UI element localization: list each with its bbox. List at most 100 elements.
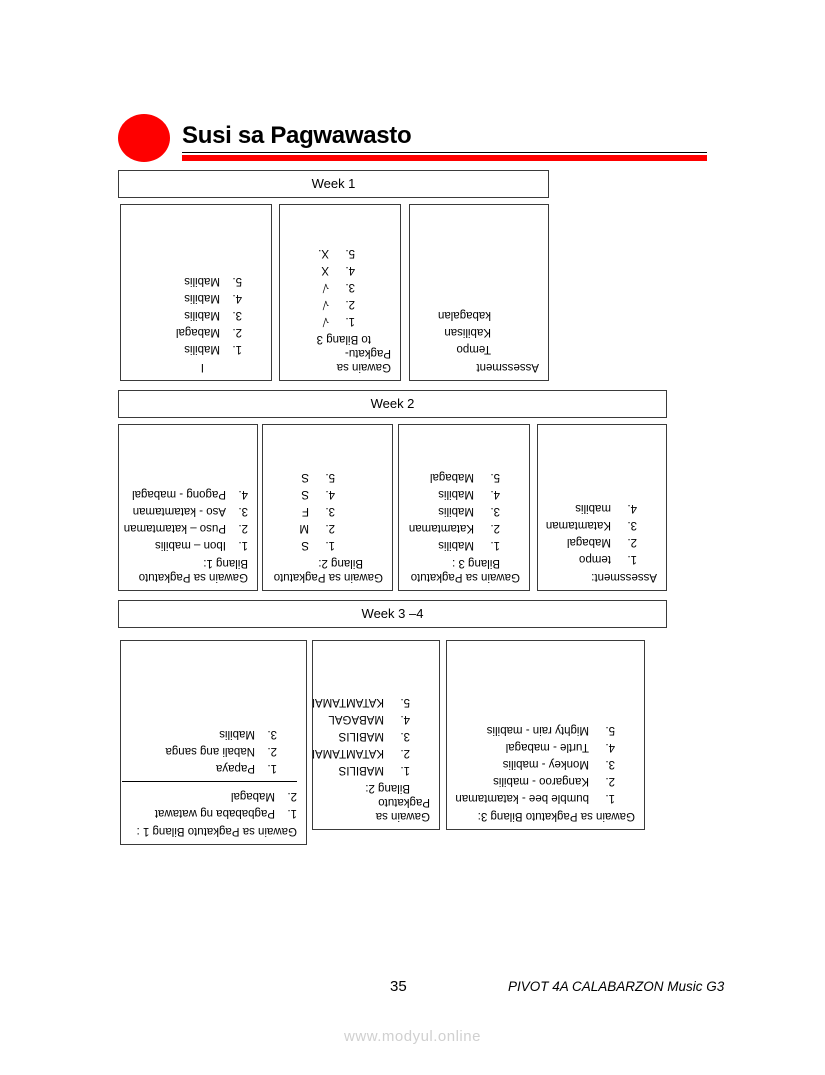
- answer-number: 1.: [232, 343, 242, 355]
- answer-text: MABILIS: [338, 764, 384, 776]
- answer-row: 3. Mabilis: [130, 306, 262, 323]
- answer-row: 2. KATAMTAMAN: [312, 744, 430, 761]
- answer-number: 1.: [605, 792, 615, 804]
- answer-row: 2. Mabagal: [130, 787, 297, 804]
- answer-row: 5. S: [272, 468, 383, 485]
- week-header-1: Week 1: [118, 170, 549, 198]
- answer-number: 3.: [490, 505, 500, 517]
- answer-box-week1-part1: I 1. Mabilis 2. Mabagal 3. Mabilis 4. Mabili…: [120, 204, 272, 381]
- answer-row: 5. Mighty rain - mabilis: [456, 721, 635, 738]
- week-header-3: Week 3 –4: [118, 600, 667, 628]
- section-divider: [122, 781, 297, 782]
- answer-text: Pagong - mabagal: [132, 488, 226, 500]
- answer-text: Mabilis: [184, 292, 220, 304]
- answer-number: 2.: [400, 747, 410, 759]
- answer-row: 1. tempo: [547, 550, 657, 567]
- answer-box-week1-gawain3: Gawain sa Pagkatu- to Bilang 3 1. √ 2. √ 3…: [279, 204, 401, 381]
- answer-box-heading-line2: Bilang 3 :: [452, 557, 500, 569]
- answer-number: 3.: [605, 758, 615, 770]
- answer-number: 5.: [345, 247, 355, 259]
- answer-row: 1. Papaya: [130, 759, 297, 776]
- answer-text: Mabagal: [566, 536, 611, 548]
- answer-number: 2.: [267, 745, 277, 757]
- answer-text: kabagalan: [437, 309, 491, 321]
- answer-number: 2.: [238, 522, 248, 534]
- answer-row: 4. Turtle - mabagal: [456, 738, 635, 755]
- answer-number: 1.: [267, 762, 277, 774]
- answer-row: 2. Puso – katamtaman: [124, 519, 248, 536]
- answer-box-lead: I: [200, 361, 204, 373]
- answer-row: 4. X: [289, 261, 391, 278]
- answer-row: 1. S: [272, 536, 383, 553]
- answer-text: Monkey - mabilis: [502, 758, 589, 770]
- answer-text: Aso - katamtaman: [132, 505, 226, 517]
- answer-row: 5. KATAMTAMAN: [312, 693, 430, 710]
- answer-number: 4.: [238, 488, 248, 500]
- answer-box-week2-assessment: Assessment: 1. tempo 2. Mabagal 3. Katamtam…: [537, 424, 667, 591]
- answer-number: 5.: [232, 275, 242, 287]
- answer-box-heading-line2: Bilang 2:: [318, 557, 363, 569]
- answer-row: 4. Mabilis: [408, 485, 520, 502]
- answer-row: 1. Ibon – mabilis: [128, 536, 248, 553]
- title-red-rule: [182, 155, 707, 161]
- answer-row: 1. Mabilis: [408, 536, 520, 553]
- answer-text: √: [322, 315, 329, 327]
- answer-number: 5.: [490, 471, 500, 483]
- answer-row: 5. X.: [289, 244, 391, 261]
- answer-box-heading-line2: Bilang 1:: [203, 557, 248, 569]
- answer-text: KATAMTAMAN: [312, 747, 384, 759]
- answer-number: 3.: [400, 730, 410, 742]
- red-circle-bullet-icon: [118, 114, 170, 162]
- answer-box-heading: Gawain sa Pagkatu- to Bilang 3: [289, 332, 391, 374]
- footer-reference: PIVOT 4A CALABARZON Music G3: [508, 979, 725, 994]
- answer-row: 3. Monkey - mabilis: [456, 755, 635, 772]
- answer-number: 4.: [490, 488, 500, 500]
- answer-text: MABAGAL: [328, 713, 384, 725]
- answer-box-week2-gawain3: Gawain sa Pagkatuto Bilang 3 : 1. Mabilis…: [398, 424, 530, 591]
- answer-row: 3. MABILIS: [322, 727, 430, 744]
- answer-row: 3. Mabilis: [408, 502, 520, 519]
- answer-text: Tempo: [456, 343, 491, 355]
- answer-text: MABILIS: [338, 730, 384, 742]
- answer-text: X: [321, 264, 329, 276]
- page-header: Susi sa Pagwawasto: [118, 108, 708, 166]
- answer-row: 1. √: [289, 312, 391, 329]
- answer-text: Mabilis: [438, 488, 474, 500]
- answer-row: 2. √: [289, 295, 391, 312]
- answer-number: 3.: [627, 519, 637, 531]
- watermark: www.modyul.online: [344, 1028, 481, 1045]
- answer-row: 1. MABILIS: [322, 761, 430, 778]
- answer-number: 2.: [627, 536, 637, 548]
- answer-text: Pagbababa ng watawat: [154, 807, 275, 819]
- answer-box-week2-gawain1: Gawain sa Pagkatuto Bilang 1: 1. Ibon – m…: [118, 424, 258, 591]
- answer-number: 4.: [325, 488, 335, 500]
- answer-text: Mabagal: [230, 790, 275, 802]
- answer-box-heading: Gawain sa Pagkatuto Bilang 3:: [477, 810, 635, 822]
- answer-text: S: [301, 471, 309, 483]
- answer-row: 3. Katamtaman: [546, 516, 657, 533]
- answer-number: 4.: [345, 264, 355, 276]
- answer-text: Turtle - mabagal: [505, 741, 589, 753]
- answer-text: Mabilis: [184, 309, 220, 321]
- answer-row: 5. Mabagal: [408, 468, 520, 485]
- answer-row: 3. √: [289, 278, 391, 295]
- answer-box-heading: Gawain sa Pagkatuto Bilang 3 :: [408, 556, 520, 584]
- answer-row: 3. Aso - katamtaman: [128, 502, 248, 519]
- answer-text: Mabilis: [438, 539, 474, 551]
- answer-number: 5.: [325, 471, 335, 483]
- answer-text: √: [322, 281, 329, 293]
- answer-number: 2.: [605, 775, 615, 787]
- answer-text: tempo: [579, 553, 611, 565]
- answer-box-heading-line1: Gawain sa Pagkatuto: [375, 796, 430, 822]
- answer-number: 4.: [627, 502, 637, 514]
- answer-box-heading: Assessment: [476, 361, 539, 373]
- answer-number: 1.: [490, 539, 500, 551]
- answer-text: KATAMTAMAN: [312, 696, 384, 708]
- answer-text: Puso – katamtaman: [123, 522, 226, 534]
- answer-row: 5. Mabilis: [130, 272, 262, 289]
- answer-number: 1.: [238, 539, 248, 551]
- answer-text: Mighty rain - mabilis: [486, 724, 589, 736]
- answer-box-heading-line1: Gawain sa Pagkatuto: [138, 571, 248, 583]
- answer-text: Mabilis: [184, 275, 220, 287]
- answer-box-heading-line1: Gawain sa Pagkatuto: [273, 571, 383, 583]
